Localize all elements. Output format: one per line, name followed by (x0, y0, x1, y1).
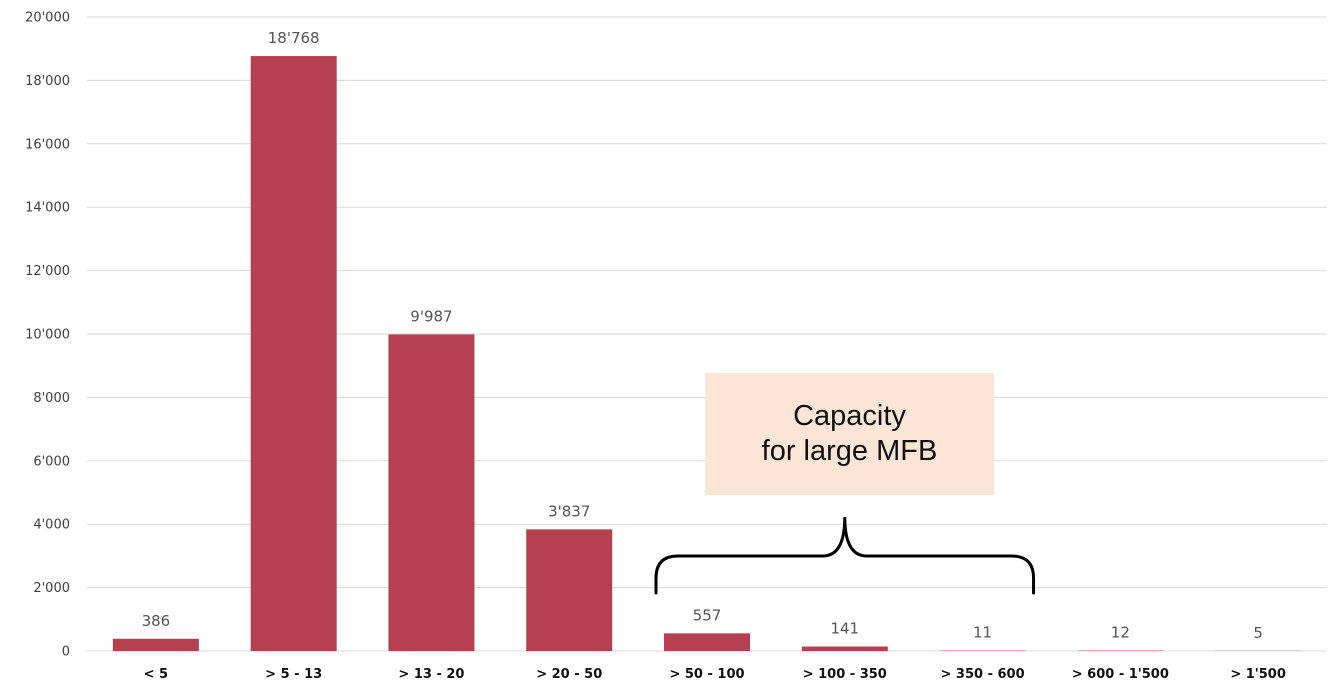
data-label: 141 (830, 620, 859, 638)
y-tick-label: 6'000 (33, 454, 70, 469)
y-tick-label: 20'000 (25, 11, 70, 26)
bar (526, 529, 613, 651)
data-label: 11 (973, 624, 992, 642)
y-tick-label: 10'000 (25, 328, 70, 343)
x-axis-categories: < 5 > 5 - 13 > 13 - 20 > 20 - 50 > 50 - 100 >… (144, 667, 1286, 682)
data-label: 18'768 (268, 29, 320, 47)
data-label: 386 (142, 612, 171, 630)
bar (112, 638, 199, 651)
y-tick-label: 0 (62, 645, 70, 660)
y-tick-label: 14'000 (25, 201, 70, 216)
x-category-label: > 20 - 50 (536, 667, 602, 682)
x-category-label: > 600 - 1'500 (1072, 667, 1169, 682)
data-label: 557 (693, 606, 722, 624)
data-label: 5 (1253, 624, 1263, 642)
y-tick-label: 18'000 (25, 74, 70, 89)
x-category-label: < 5 (144, 667, 168, 682)
bars (112, 56, 1302, 652)
x-category-label: > 50 - 100 (669, 667, 744, 682)
capacity-bracket (654, 516, 1036, 595)
bar (388, 334, 475, 651)
y-tick-label: 16'000 (25, 137, 70, 152)
x-category-label: > 350 - 600 (940, 667, 1024, 682)
data-label: 9'987 (410, 307, 452, 325)
y-tick-label: 12'000 (25, 264, 70, 279)
x-category-label: > 13 - 20 (398, 667, 464, 682)
data-label: 3'837 (548, 502, 590, 520)
bar (664, 633, 750, 651)
x-category-label: > 5 - 13 (265, 667, 322, 682)
y-tick-label: 4'000 (33, 518, 70, 533)
bar (250, 56, 337, 652)
x-category-label: > 100 - 350 (803, 667, 887, 682)
y-tick-label: 2'000 (33, 581, 70, 596)
capacity-annotation: Capacity for large MFB (705, 373, 994, 495)
data-label: 12 (1111, 624, 1130, 642)
y-axis-ticks: 0 2'000 4'000 6'000 8'000 10'000 12'000 14'000 1… (25, 11, 70, 660)
data-labels: 386 18'768 9'987 3'837 557 141 11 12 5 (142, 29, 1263, 642)
x-category-label: > 1'500 (1230, 667, 1286, 682)
annotation-line-1: Capacity (793, 400, 906, 433)
bar (801, 646, 888, 651)
y-tick-label: 8'000 (33, 391, 70, 406)
annotation-line-2: for large MFB (761, 435, 938, 467)
